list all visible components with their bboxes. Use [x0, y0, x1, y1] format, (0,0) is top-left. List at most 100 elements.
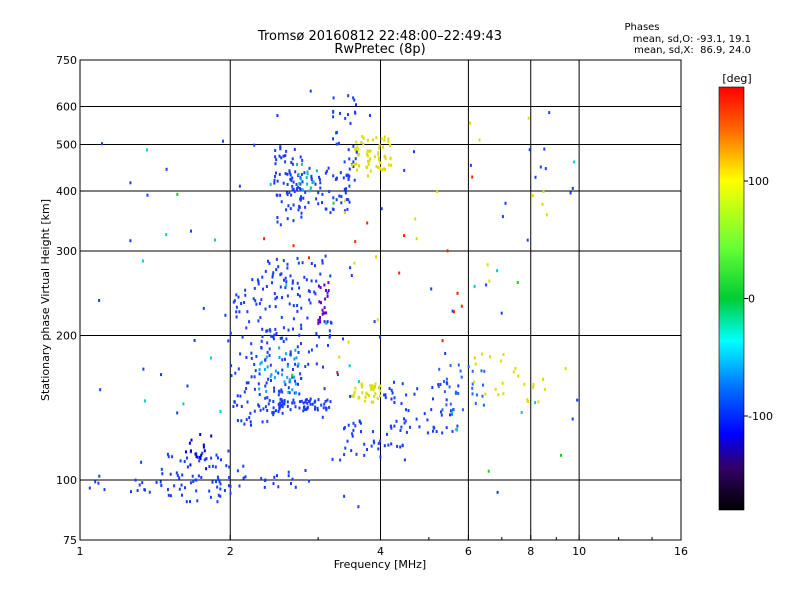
- data-point: [500, 359, 503, 363]
- data-point: [233, 400, 236, 404]
- data-point: [316, 408, 319, 412]
- data-point: [328, 329, 331, 333]
- data-point: [208, 465, 211, 469]
- data-point: [459, 369, 462, 373]
- data-point: [249, 420, 252, 424]
- data-point: [291, 188, 294, 192]
- data-point: [237, 367, 240, 371]
- data-point: [205, 467, 208, 471]
- data-point: [250, 351, 253, 355]
- data-point: [301, 261, 304, 265]
- data-point: [259, 408, 262, 412]
- data-point: [296, 309, 299, 313]
- data-point: [205, 457, 208, 461]
- data-point: [269, 374, 272, 378]
- data-point: [215, 453, 218, 457]
- data-point: [274, 297, 277, 301]
- data-point: [380, 207, 383, 211]
- data-point: [437, 383, 440, 387]
- data-point: [216, 485, 219, 489]
- data-point: [318, 175, 320, 179]
- data-point: [202, 306, 205, 310]
- data-point: [288, 391, 291, 395]
- data-point: [275, 257, 278, 261]
- data-point: [250, 375, 253, 379]
- data-point: [272, 271, 275, 275]
- data-point: [350, 449, 353, 453]
- data-point: [267, 259, 269, 263]
- data-point: [281, 411, 284, 415]
- y-tick-label: 750: [56, 54, 77, 67]
- data-point: [480, 369, 483, 373]
- data-point: [426, 431, 429, 435]
- data-point: [327, 166, 330, 170]
- data-point: [346, 173, 349, 177]
- data-point: [332, 110, 335, 113]
- data-point: [294, 362, 297, 366]
- data-point: [314, 182, 317, 186]
- data-point: [280, 315, 283, 319]
- data-point: [347, 340, 350, 344]
- data-point: [272, 337, 275, 341]
- data-point: [497, 393, 500, 397]
- data-point: [326, 291, 329, 295]
- data-point: [289, 207, 292, 211]
- data-point: [258, 387, 261, 391]
- data-point: [296, 304, 299, 307]
- data-point: [265, 285, 268, 288]
- data-point: [215, 480, 217, 484]
- data-point: [357, 380, 360, 384]
- data-point: [285, 280, 288, 284]
- data-point: [335, 142, 338, 146]
- data-point: [500, 311, 503, 315]
- data-point: [473, 356, 476, 360]
- data-point: [273, 178, 276, 182]
- data-point: [346, 207, 349, 211]
- data-point: [366, 392, 369, 396]
- data-point: [432, 397, 434, 401]
- data-point: [280, 156, 283, 160]
- data-point: [300, 377, 303, 380]
- data-point: [378, 156, 380, 160]
- x-tick-label: 16: [674, 545, 688, 558]
- colorbar-label: [deg]: [722, 72, 751, 85]
- data-point: [281, 405, 284, 409]
- data-point: [501, 215, 504, 219]
- data-point: [423, 412, 426, 416]
- data-point: [263, 479, 266, 482]
- data-point: [383, 135, 386, 139]
- data-point: [347, 178, 350, 181]
- data-point: [457, 363, 460, 367]
- data-point: [301, 188, 304, 192]
- data-point: [291, 388, 294, 392]
- data-point: [373, 394, 375, 398]
- data-point: [308, 166, 311, 170]
- data-point: [445, 377, 448, 381]
- data-point: [297, 208, 300, 212]
- data-point: [261, 327, 264, 331]
- data-point: [374, 382, 377, 386]
- data-point: [319, 316, 321, 319]
- data-point: [270, 373, 273, 377]
- data-point: [349, 394, 352, 398]
- data-point: [488, 279, 491, 283]
- data-point: [300, 215, 303, 219]
- data-point: [232, 300, 235, 304]
- data-point: [294, 405, 297, 409]
- data-point: [286, 172, 289, 176]
- data-point: [234, 371, 237, 375]
- data-point: [291, 375, 294, 379]
- data-point: [377, 151, 380, 155]
- data-point: [318, 317, 321, 321]
- data-point: [243, 301, 246, 304]
- data-point: [548, 111, 551, 115]
- data-point: [255, 302, 258, 306]
- data-point: [292, 203, 295, 207]
- data-point: [415, 237, 418, 241]
- data-point: [571, 417, 574, 421]
- data-point: [322, 365, 324, 369]
- data-point: [260, 298, 263, 302]
- data-point: [268, 261, 271, 265]
- data-point: [282, 326, 285, 330]
- data-point: [181, 473, 184, 477]
